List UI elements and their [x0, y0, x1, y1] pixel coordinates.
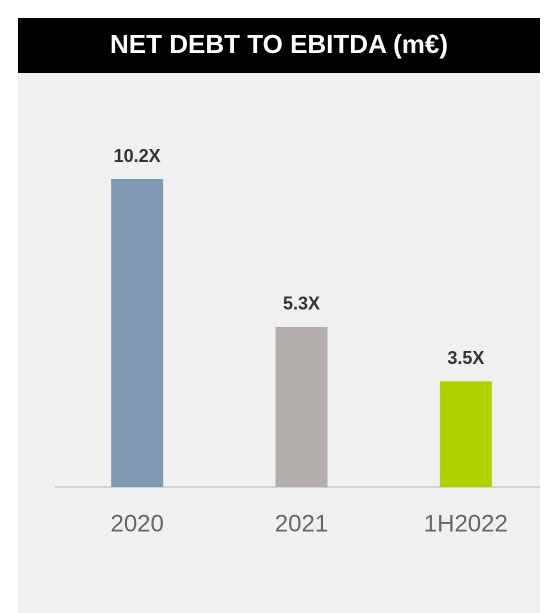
- bar: [111, 179, 164, 487]
- data-label: 3.5X: [447, 348, 484, 368]
- bar: [439, 381, 492, 487]
- x-tick-label: 2021: [275, 510, 328, 537]
- x-tick-label: 2020: [110, 510, 163, 537]
- data-label: 10.2X: [114, 146, 161, 166]
- x-tick-label: 1H2022: [424, 510, 508, 537]
- header-bar: [18, 18, 540, 73]
- bar: [275, 326, 328, 487]
- chart-title: NET DEBT TO EBITDA (m€): [110, 29, 448, 59]
- data-label: 5.3X: [283, 294, 320, 314]
